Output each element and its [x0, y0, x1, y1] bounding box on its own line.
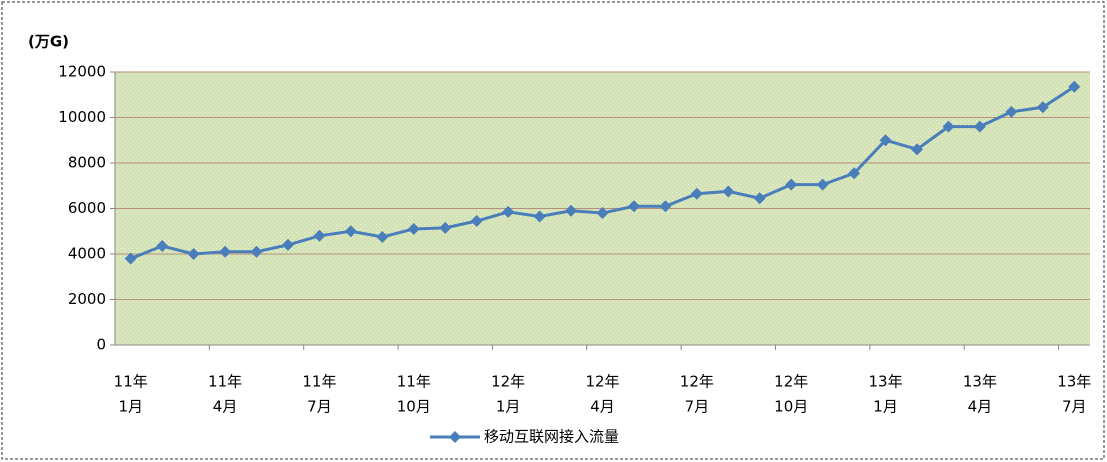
x-tick-label: 1月: [873, 398, 898, 416]
x-tick-label: 4月: [968, 398, 993, 416]
data-point: [344, 225, 357, 238]
data-point: [565, 204, 578, 217]
data-point: [124, 252, 137, 265]
x-tick-label: 12年: [774, 373, 808, 391]
x-tick-label: 11年: [397, 373, 431, 391]
data-point: [659, 200, 672, 213]
y-tick-label: 8000: [68, 154, 106, 172]
data-point: [690, 187, 703, 200]
x-tick-label: 10月: [397, 398, 431, 416]
data-point: [816, 178, 829, 191]
data-point: [911, 143, 924, 156]
data-point: [1068, 80, 1081, 93]
data-point: [942, 120, 955, 133]
data-point: [313, 229, 326, 242]
y-tick-label: 10000: [58, 108, 106, 126]
x-tick-label: 1月: [118, 398, 143, 416]
data-point: [848, 167, 861, 180]
data-point: [156, 240, 169, 253]
x-tick-label: 12年: [680, 373, 714, 391]
x-tick-label: 11年: [302, 373, 336, 391]
data-point: [187, 248, 200, 260]
x-tick-label: 13年: [869, 373, 903, 391]
data-point: [281, 238, 294, 251]
data-point: [533, 210, 546, 223]
x-tick-label: 11年: [114, 373, 148, 391]
data-point: [502, 205, 515, 218]
y-tick-label: 2000: [68, 290, 106, 308]
x-tick-label: 11年: [208, 373, 242, 391]
data-point: [753, 192, 766, 205]
data-point: [973, 120, 986, 133]
x-tick-label: 7月: [1062, 398, 1087, 416]
x-tick-label: 7月: [685, 398, 710, 416]
legend-label: 移动互联网接入流量: [484, 428, 619, 446]
data-point: [1005, 105, 1018, 118]
x-tick-label: 12年: [585, 373, 619, 391]
data-point: [407, 222, 420, 235]
x-tick-label: 13年: [963, 373, 997, 391]
x-tick-label: 7月: [307, 398, 332, 416]
data-point: [1036, 101, 1049, 114]
data-point: [627, 200, 640, 213]
y-axis-label: (万G): [28, 33, 69, 51]
data-point: [722, 185, 735, 198]
data-point: [376, 230, 389, 243]
data-point: [219, 245, 232, 258]
y-tick-label: 4000: [68, 245, 106, 263]
data-point: [470, 215, 483, 228]
data-point: [439, 221, 452, 234]
data-point: [879, 134, 892, 147]
x-tick-label: 1月: [496, 398, 521, 416]
x-tick-label: 13年: [1057, 373, 1091, 391]
x-tick-label: 12年: [491, 373, 525, 391]
data-point: [785, 178, 798, 191]
data-point: [596, 207, 609, 220]
y-tick-label: 0: [96, 336, 106, 354]
x-tick-label: 10月: [774, 398, 808, 416]
x-tick-label: 4月: [213, 398, 238, 416]
data-point: [250, 245, 263, 258]
y-tick-label: 12000: [58, 63, 106, 81]
x-tick-label: 4月: [590, 398, 615, 416]
legend-marker: [449, 431, 461, 443]
y-tick-label: 6000: [68, 199, 106, 217]
